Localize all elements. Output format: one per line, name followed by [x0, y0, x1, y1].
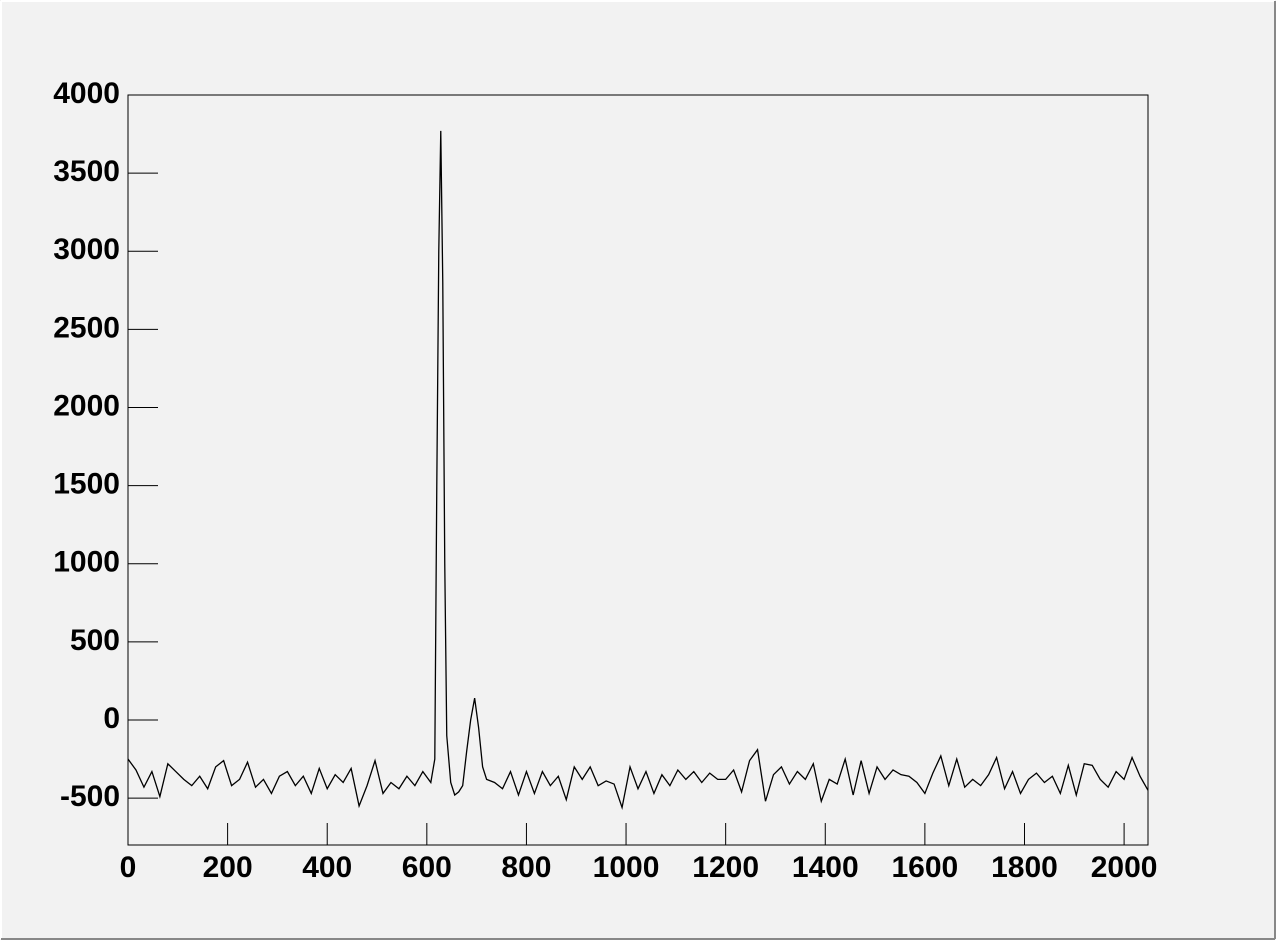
x-tick-label: 1000 [593, 851, 660, 884]
y-tick-label: 3500 [53, 155, 120, 188]
y-tick-label: 2500 [53, 311, 120, 344]
x-tick-label: 1800 [991, 851, 1058, 884]
x-tick-label: 1200 [692, 851, 759, 884]
y-tick-label: -500 [60, 780, 120, 813]
x-tick-label: 800 [501, 851, 551, 884]
y-tick-label: 2000 [53, 389, 120, 422]
x-tick-label: 0 [120, 851, 137, 884]
y-tick-label: 500 [70, 624, 120, 657]
y-tick-label: 1500 [53, 468, 120, 501]
x-tick-label: 400 [302, 851, 352, 884]
data-line [127, 130, 1149, 811]
x-tick-label: 1600 [892, 851, 959, 884]
y-tick-label: 0 [103, 702, 120, 735]
y-tick-label: 1000 [53, 546, 120, 579]
x-tick-label: 2000 [1091, 851, 1158, 884]
y-tick-label: 4000 [53, 77, 120, 110]
x-tick-label: 1400 [792, 851, 859, 884]
plot-frame [127, 94, 1149, 846]
x-tick-label: 600 [402, 851, 452, 884]
y-tick-label: 3000 [53, 233, 120, 266]
x-tick-label: 200 [203, 851, 253, 884]
